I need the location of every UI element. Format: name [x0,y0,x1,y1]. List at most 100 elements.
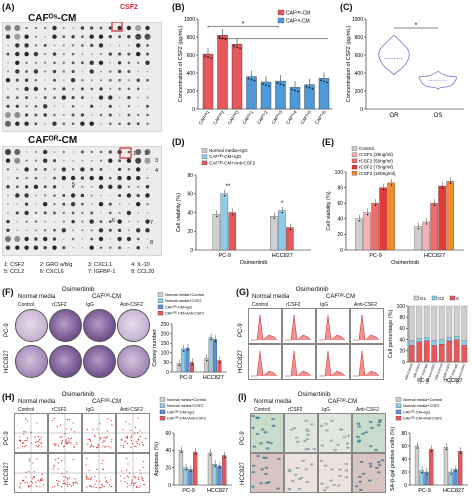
array-spot [24,202,29,206]
y-tick-label: 20 [165,465,171,471]
data-point [390,184,393,186]
array-spot [34,168,38,171]
data-point [178,364,180,367]
array-spot [52,185,57,189]
array-spot [72,247,74,249]
array-spot [43,43,47,47]
y-tick-label: 40 [187,210,193,216]
stacked-bar-segment [453,305,460,337]
panel-f: Osimertinib Normal media CAFᴼᴿ-CM Control rC… [0,284,230,384]
array-spot [52,237,57,241]
array-spot [80,176,85,180]
array-spot [118,114,121,116]
array-spot [90,237,94,241]
x-tick-label: CAFᴼˢ1 [241,109,254,125]
array-spot [136,78,140,82]
array-spot [90,79,93,82]
legend-swatch [395,409,402,415]
y-tick-label: 400 [355,71,364,77]
array-spot [98,175,104,181]
array-spot [128,229,130,232]
array-spot [62,122,66,125]
array-spot [5,34,11,39]
array-spot [108,26,112,30]
array-spot [89,121,94,126]
y-tick-label: 20 [399,349,405,355]
data-point [281,211,284,214]
array-spot [99,79,103,82]
array-spot [117,167,122,172]
stacked-bar-segment [423,337,430,341]
bar [414,445,420,486]
group-normal-media: Normal media [18,294,56,300]
array-spot [136,245,140,250]
y-tick-label: 150 [161,341,170,347]
group-normal-media: Normal media [252,294,290,300]
y-tick-label: 100 [397,304,406,310]
array-spot [89,245,94,250]
array-spot [118,78,121,82]
cell-cycle-histogram [248,344,282,380]
data-point [326,81,328,84]
array-spot [25,70,28,73]
bar-b [246,76,257,110]
x-tick-label: PC-9 [182,488,195,494]
array-spot [80,150,84,154]
data-point [382,188,385,191]
array-spot [62,150,65,154]
array-spot [24,245,29,250]
x-tick-label: CAFᴼᴿ3 [227,109,240,125]
array-spot [117,69,122,74]
array-spot [15,104,19,108]
array-spot [15,96,19,99]
spot-label: 3 [155,158,158,164]
array-spot [137,61,140,64]
panel-g: Osimertinib Normal media CAFᴼᴿ-CM Control rC… [234,284,472,384]
array-spot [6,104,10,108]
colony-dish [49,345,82,378]
legend-label: rCSF2 (25ng/ml) [359,152,393,157]
array-spot [25,61,28,64]
bar [458,451,463,486]
spot-label: 5 [72,182,75,188]
array-spot [15,193,20,198]
y-tick-label: 40 [401,457,407,463]
spot-label: 2 [145,151,148,157]
x-tick-label: CAFᴼˢ3 [270,109,283,125]
array-spot [24,210,29,216]
array-spot [81,79,84,82]
group-label: HCC827 [443,378,462,384]
array-spot [7,194,9,197]
array-spot [81,238,84,240]
array-spot [34,237,38,241]
x-tick-label: HCC827 [207,488,228,494]
spot-label: 6 [112,218,115,224]
array-spot [136,122,140,126]
apoptosis-scatter [14,453,48,493]
x-tick-label: CAFᴼᴿ-CM+IgG [447,362,459,384]
bar [188,469,193,486]
legend-label: CAFᴼᴿ-CM+Anti-CSF2 [165,311,204,316]
stacked-bar-segment [416,338,423,342]
array-spot [128,220,130,223]
array-spot [146,52,149,56]
array-spot [44,61,47,64]
array-spot [128,44,130,47]
bar [228,212,237,251]
array-legend-item: 7: IGFBP-1 [87,269,116,275]
legend-swatch [351,158,358,164]
data-point [455,470,457,473]
array-spot [145,104,150,108]
array-spot [127,87,131,91]
data-point [323,80,325,83]
legend-swatch [395,403,402,408]
array-spot [146,96,149,99]
array-spot [61,95,66,100]
legend-swatch [201,154,208,159]
y-tick-label: 0 [340,248,343,254]
array-spot [43,185,47,189]
sa-beta-gal-micrograph [250,453,284,493]
data-point [279,83,282,85]
array-spot [34,211,38,215]
legend-label: CAFᴼᴿ-CM+IgG [209,154,242,159]
